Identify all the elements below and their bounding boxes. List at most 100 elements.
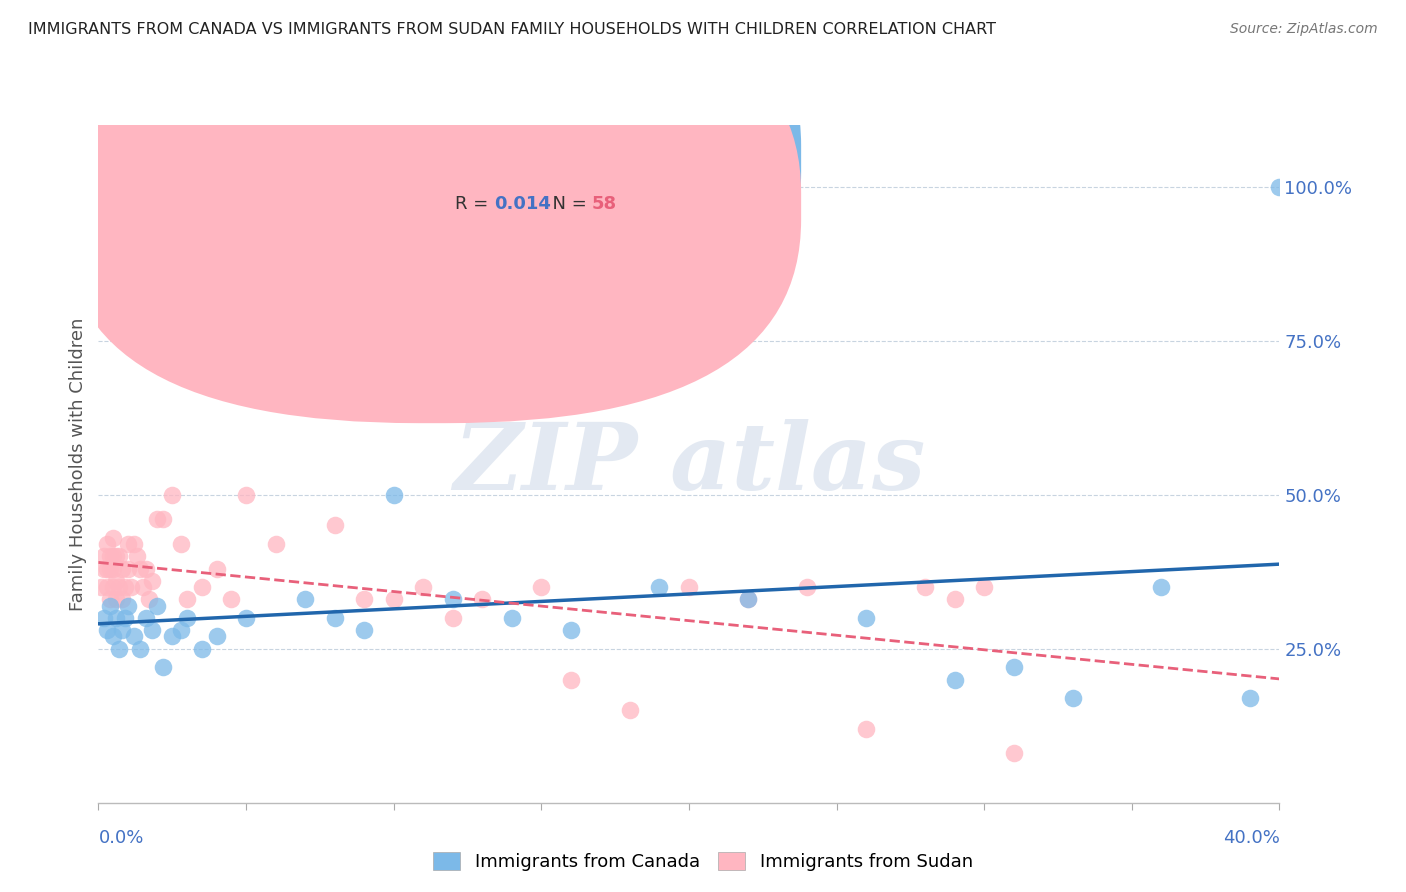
Point [108, 549, 131, 564]
Point [111, 624, 134, 638]
Point [98, 592, 121, 607]
Text: 0.0%: 0.0% [98, 829, 143, 847]
Point [560, 624, 582, 638]
Point [90, 580, 112, 594]
Point [93, 611, 115, 625]
Point [96, 580, 118, 594]
Point [128, 561, 150, 575]
Point [162, 488, 183, 502]
Y-axis label: Family Households with Children: Family Households with Children [69, 318, 87, 610]
Point [96, 537, 118, 551]
Point [264, 537, 287, 551]
Point [96, 561, 118, 575]
Point [122, 537, 145, 551]
Point [205, 629, 228, 643]
Point [441, 592, 464, 607]
Point [678, 580, 700, 594]
Point [152, 512, 174, 526]
Point [111, 592, 134, 607]
Point [105, 549, 128, 564]
Point [441, 611, 464, 625]
Point [648, 580, 671, 594]
Point [122, 629, 145, 643]
Text: 0.014: 0.014 [494, 195, 551, 213]
Text: ZIP atlas: ZIP atlas [453, 419, 925, 508]
Point [294, 592, 316, 607]
Point [1239, 691, 1261, 706]
Point [141, 574, 163, 588]
Point [114, 611, 136, 625]
Point [108, 641, 131, 656]
Text: Source: ZipAtlas.com: Source: ZipAtlas.com [1230, 22, 1378, 37]
Text: 40.0%: 40.0% [1223, 829, 1279, 847]
Point [619, 703, 641, 717]
Text: 58: 58 [592, 195, 617, 213]
Point [264, 395, 287, 409]
Point [135, 611, 157, 625]
Point [412, 580, 434, 594]
Point [1268, 179, 1291, 194]
Point [103, 531, 125, 545]
Point [98, 561, 121, 575]
Text: N =: N = [541, 195, 593, 213]
Point [128, 641, 150, 656]
Point [353, 592, 375, 607]
Point [105, 611, 128, 625]
Point [111, 561, 134, 575]
Point [323, 518, 346, 533]
Text: N =: N = [541, 148, 593, 166]
Point [855, 722, 877, 736]
Point [737, 592, 759, 607]
Point [943, 592, 966, 607]
Point [176, 592, 198, 607]
Point [191, 641, 214, 656]
Point [973, 580, 995, 594]
Text: 0.350: 0.350 [494, 148, 551, 166]
Text: R =: R = [456, 148, 494, 166]
Point [103, 580, 125, 594]
Point [103, 561, 125, 575]
Text: 38: 38 [592, 148, 617, 166]
Point [235, 611, 257, 625]
Point [855, 611, 877, 625]
Point [1150, 580, 1173, 594]
Point [219, 592, 242, 607]
Point [105, 574, 128, 588]
Point [191, 580, 214, 594]
Point [382, 592, 405, 607]
Point [235, 488, 257, 502]
Point [117, 537, 139, 551]
Point [103, 549, 125, 564]
Point [146, 599, 169, 613]
Point [471, 592, 494, 607]
Point [152, 660, 174, 674]
Point [1002, 660, 1025, 674]
Point [135, 561, 157, 575]
Point [162, 629, 183, 643]
Point [914, 580, 936, 594]
Point [170, 624, 193, 638]
Point [146, 512, 169, 526]
Point [176, 611, 198, 625]
Point [132, 580, 155, 594]
Legend: Immigrants from Canada, Immigrants from Sudan: Immigrants from Canada, Immigrants from … [426, 845, 980, 879]
Point [1062, 691, 1084, 706]
Point [103, 629, 125, 643]
Point [323, 611, 346, 625]
Point [1002, 747, 1025, 761]
Point [93, 561, 115, 575]
Point [501, 611, 523, 625]
Point [737, 592, 759, 607]
Point [382, 488, 405, 502]
Point [108, 580, 131, 594]
Point [93, 549, 115, 564]
Point [138, 592, 160, 607]
Point [114, 580, 136, 594]
Text: R =: R = [456, 195, 494, 213]
Point [141, 624, 163, 638]
Point [96, 624, 118, 638]
FancyBboxPatch shape [63, 0, 801, 376]
Point [120, 580, 142, 594]
Text: IMMIGRANTS FROM CANADA VS IMMIGRANTS FROM SUDAN FAMILY HOUSEHOLDS WITH CHILDREN : IMMIGRANTS FROM CANADA VS IMMIGRANTS FRO… [28, 22, 995, 37]
Point [530, 580, 553, 594]
